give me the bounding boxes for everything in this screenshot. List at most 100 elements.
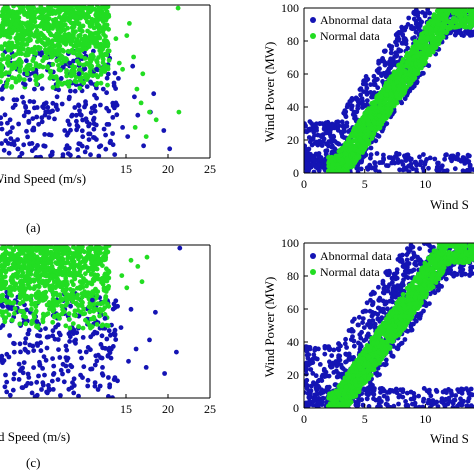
normal-point (380, 115, 386, 121)
normal-point (18, 76, 23, 81)
abnormal-point (114, 112, 120, 118)
normal-point (0, 52, 6, 58)
abnormal-point (51, 363, 57, 369)
abnormal-point (39, 387, 44, 392)
abnormal-point (84, 145, 90, 150)
normal-point (59, 53, 64, 59)
abnormal-point (106, 328, 112, 334)
abnormal-point (4, 389, 10, 395)
normal-point (74, 58, 80, 64)
abnormal-point (71, 58, 76, 64)
abnormal-point (305, 167, 311, 173)
abnormal-point (2, 384, 8, 390)
normal-point (368, 125, 374, 131)
normal-point (57, 43, 63, 49)
abnormal-point (405, 22, 411, 27)
abnormal-point (41, 354, 47, 360)
normal-point (64, 17, 70, 22)
abnormal-point (388, 57, 394, 63)
normal-point (71, 295, 77, 301)
abnormal-point (335, 119, 341, 125)
abnormal-point (86, 137, 92, 143)
normal-point (92, 306, 98, 312)
abnormal-point (305, 147, 310, 153)
abnormal-point (316, 151, 322, 156)
normal-point (328, 158, 334, 164)
normal-point (357, 137, 363, 143)
normal-point (12, 311, 17, 316)
abnormal-point (379, 71, 384, 77)
normal-point (80, 248, 86, 254)
normal-point (467, 25, 473, 30)
abnormal-point (83, 349, 89, 355)
normal-point (353, 131, 358, 137)
normal-point (0, 286, 4, 292)
abnormal-point (66, 386, 72, 392)
normal-point (90, 277, 96, 283)
normal-point (433, 27, 438, 33)
abnormal-point (364, 98, 370, 103)
normal-point (29, 293, 34, 299)
normal-point (101, 16, 107, 22)
normal-point (80, 294, 85, 300)
normal-point (28, 298, 34, 304)
normal-point (28, 30, 34, 36)
x-tick-label: 20 (162, 402, 174, 416)
normal-point (401, 81, 406, 87)
abnormal-point (411, 83, 417, 89)
abnormal-point (401, 166, 407, 171)
abnormal-point (454, 154, 460, 160)
abnormal-point (21, 100, 27, 105)
abnormal-point (323, 130, 329, 136)
abnormal-point (432, 156, 438, 162)
x-tick-label: 10 (419, 177, 431, 191)
abnormal-point (17, 341, 23, 347)
normal-point (66, 49, 72, 54)
x-ticks-a: 15 20 25 (120, 154, 216, 176)
normal-point (12, 287, 17, 292)
abnormal-point (29, 148, 35, 154)
abnormal-point (0, 304, 6, 309)
abnormal-point (110, 115, 116, 120)
normal-point (81, 306, 86, 312)
abnormal-point (94, 95, 99, 101)
normal-point (58, 29, 64, 34)
normal-point (88, 257, 94, 263)
abnormal-point (67, 94, 72, 100)
abnormal-point (132, 94, 137, 100)
abnormal-point (83, 102, 89, 107)
abnormal-point (99, 355, 105, 361)
normal-point (7, 9, 13, 15)
abnormal-point (316, 162, 322, 168)
normal-point (423, 55, 429, 61)
normal-point (15, 274, 20, 279)
normal-point (90, 289, 95, 295)
normal-point (70, 50, 76, 55)
abnormal-point (384, 163, 389, 168)
normal-point (458, 22, 464, 28)
abnormal-point (46, 334, 52, 340)
abnormal-point (50, 333, 56, 339)
abnormal-point (312, 122, 318, 128)
normal-point (16, 245, 22, 250)
normal-point (70, 5, 76, 8)
normal-point (34, 324, 39, 329)
normal-point (44, 55, 50, 61)
normal-point (352, 138, 358, 144)
abnormal-point (417, 23, 423, 29)
normal-point (65, 281, 70, 287)
normal-point (24, 41, 30, 47)
abnormal-point (29, 390, 35, 396)
abnormal-point (14, 97, 20, 103)
abnormal-point (67, 60, 73, 66)
normal-point (30, 66, 36, 72)
abnormal-point (7, 333, 12, 338)
normal-point (7, 289, 13, 294)
normal-point (77, 85, 83, 91)
abnormal-point (151, 91, 157, 97)
normal-point (6, 312, 12, 318)
abnormal-point (434, 164, 440, 170)
abnormal-point (413, 167, 419, 173)
normal-point (378, 106, 384, 112)
abnormal-point (107, 140, 113, 146)
